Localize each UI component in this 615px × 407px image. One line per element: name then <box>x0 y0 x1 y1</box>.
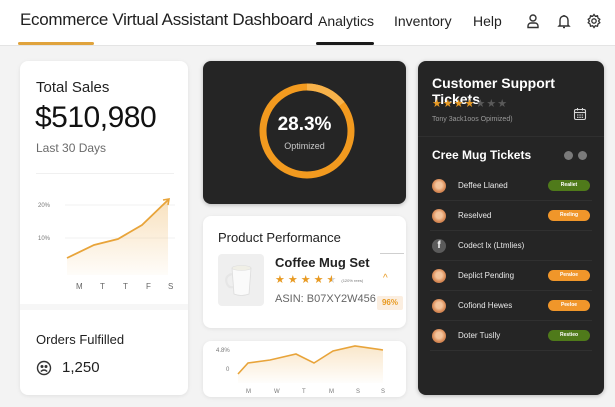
sales-trend-chart: 20% 10% M T T F S <box>38 198 175 291</box>
optimization-value: 28.3% <box>277 114 332 135</box>
mini-trend-card: 4.8% 0 M W T M S S <box>203 341 406 397</box>
pager-dot[interactable] <box>578 151 587 160</box>
avatar <box>432 268 446 283</box>
ticket-row[interactable]: Doter Tuslly Restieo <box>430 321 592 351</box>
svg-text:F: F <box>146 282 151 291</box>
product-rating: ★ ★ ★ ★ ★ (120% rees) <box>275 275 363 286</box>
svg-text:T: T <box>100 282 105 291</box>
status-badge: Restieo <box>548 330 590 341</box>
divider <box>380 253 404 254</box>
product-score-badge: 96% <box>377 296 403 310</box>
pager-dot[interactable] <box>564 151 573 160</box>
support-tickets-title: Customer Support Tickets <box>432 75 555 107</box>
section-divider <box>20 304 188 310</box>
support-tickets-card: Customer Support Tickets ★ ★ ★ ★ ★ ★ ★ T… <box>418 61 604 395</box>
star-icon: ★ <box>275 274 285 286</box>
svg-text:M: M <box>329 389 334 395</box>
y-tick-20: 20% <box>38 203 51 209</box>
orders-fulfilled-label: Orders Fulfilled <box>36 332 125 347</box>
star-empty-icon: ★ <box>475 98 486 110</box>
product-image[interactable] <box>218 254 264 306</box>
mini-trend-chart: 4.8% 0 M W T M S S <box>216 345 385 395</box>
app-title: Ecommerce Virtual Assistant Dashboard <box>20 10 313 29</box>
gear-icon[interactable] <box>585 12 603 30</box>
ticket-name: Reselved <box>458 211 492 220</box>
sales-card: Total Sales $510,980 Last 30 Days 20% 10… <box>20 61 188 395</box>
nav-active-indicator <box>316 42 374 45</box>
bell-icon[interactable] <box>555 12 573 30</box>
ticket-row[interactable]: Cofiond Hewes Peeloe <box>430 291 592 321</box>
star-icon: ★ <box>313 274 324 286</box>
star-icon: ★ <box>432 98 442 110</box>
support-rating: ★ ★ ★ ★ ★ ★ ★ <box>432 99 507 110</box>
svg-text:T: T <box>123 282 128 291</box>
product-reviews: (120% rees) <box>341 278 364 283</box>
optimization-card: 28.3% Optimized <box>203 61 406 204</box>
star-icon: ★ <box>442 98 453 110</box>
star-icon: ★ <box>300 274 311 286</box>
star-empty-icon: ★ <box>497 98 508 110</box>
ticket-name: Deffee Llaned <box>458 181 508 190</box>
ticket-name: Doter Tuslly <box>458 331 501 340</box>
svg-text:W: W <box>274 389 280 395</box>
divider <box>36 173 174 174</box>
title-accent-underline <box>18 42 94 45</box>
product-performance-card: Product Performance Coffee Mug Set ★ ★ ★… <box>203 216 406 328</box>
star-icon: ★ <box>453 98 464 110</box>
orders-fulfilled-value: 1,250 <box>62 359 100 376</box>
top-bar: Ecommerce Virtual Assistant Dashboard An… <box>0 0 615 46</box>
ticket-name: Cofiond Hewes <box>458 301 513 310</box>
status-badge: Peeloe <box>548 300 590 311</box>
chevron-up-icon: ^ <box>383 273 388 284</box>
y-tick-10: 10% <box>38 236 51 242</box>
calendar-icon[interactable] <box>573 107 587 121</box>
avatar <box>432 208 446 223</box>
product-name[interactable]: Coffee Mug Set <box>275 255 370 270</box>
svg-text:M: M <box>246 389 251 395</box>
ticket-list-title: Cree Mug Tickets <box>432 148 532 162</box>
ticket-list: Deffee Llaned Realiet Reselved Reeling f… <box>430 171 592 351</box>
nav-analytics[interactable]: Analytics <box>318 13 375 29</box>
ticket-name: Deplict Pending <box>458 271 515 280</box>
mug-icon <box>225 265 252 296</box>
user-icon[interactable] <box>524 12 542 30</box>
svg-text:S: S <box>381 389 385 395</box>
divider <box>418 136 604 137</box>
ticket-row[interactable]: Deffee Llaned Realiet <box>430 171 592 201</box>
total-sales-period: Last 30 Days <box>36 141 107 155</box>
svg-text:S: S <box>168 282 173 291</box>
svg-text:S: S <box>356 389 360 395</box>
star-icon: ★ <box>287 274 298 286</box>
nav-help[interactable]: Help <box>473 13 502 29</box>
support-subtitle: Tony 3ack1oos Opimized) <box>432 116 513 123</box>
pager-dots[interactable] <box>564 151 587 160</box>
avatar <box>432 178 446 193</box>
star-icon: ★ <box>464 98 475 110</box>
product-performance-title: Product Performance <box>218 230 341 245</box>
optimization-label: Optimized <box>284 141 325 151</box>
status-badge: Realiet <box>548 180 590 191</box>
status-badge: Peraloe <box>548 270 590 281</box>
avatar <box>432 298 446 313</box>
svg-text:M: M <box>76 282 83 291</box>
smile-face-icon <box>36 360 52 375</box>
facebook-icon: f <box>432 238 446 253</box>
ticket-row[interactable]: Reselved Reeling <box>430 201 592 231</box>
orders-fulfilled-row: 1,250 <box>36 359 100 376</box>
total-sales-label: Total Sales <box>36 79 110 96</box>
nav-inventory[interactable]: Inventory <box>394 13 452 29</box>
star-empty-icon: ★ <box>486 98 497 110</box>
optimization-ring <box>259 83 355 179</box>
status-badge: Reeling <box>548 210 590 221</box>
ticket-row[interactable]: f Codect lx (Ltmlies) <box>430 231 592 261</box>
total-sales-value: $510,980 <box>35 101 157 134</box>
star-half-icon: ★ <box>326 274 337 286</box>
product-asin: ASIN: B07XY2W456 <box>275 293 376 305</box>
avatar <box>432 328 446 343</box>
ticket-name: Codect lx (Ltmlies) <box>458 241 525 250</box>
ticket-row[interactable]: Deplict Pending Peraloe <box>430 261 592 291</box>
svg-text:T: T <box>302 389 306 395</box>
svg-text:4.8%: 4.8% <box>216 348 230 354</box>
svg-text:0: 0 <box>226 367 230 373</box>
